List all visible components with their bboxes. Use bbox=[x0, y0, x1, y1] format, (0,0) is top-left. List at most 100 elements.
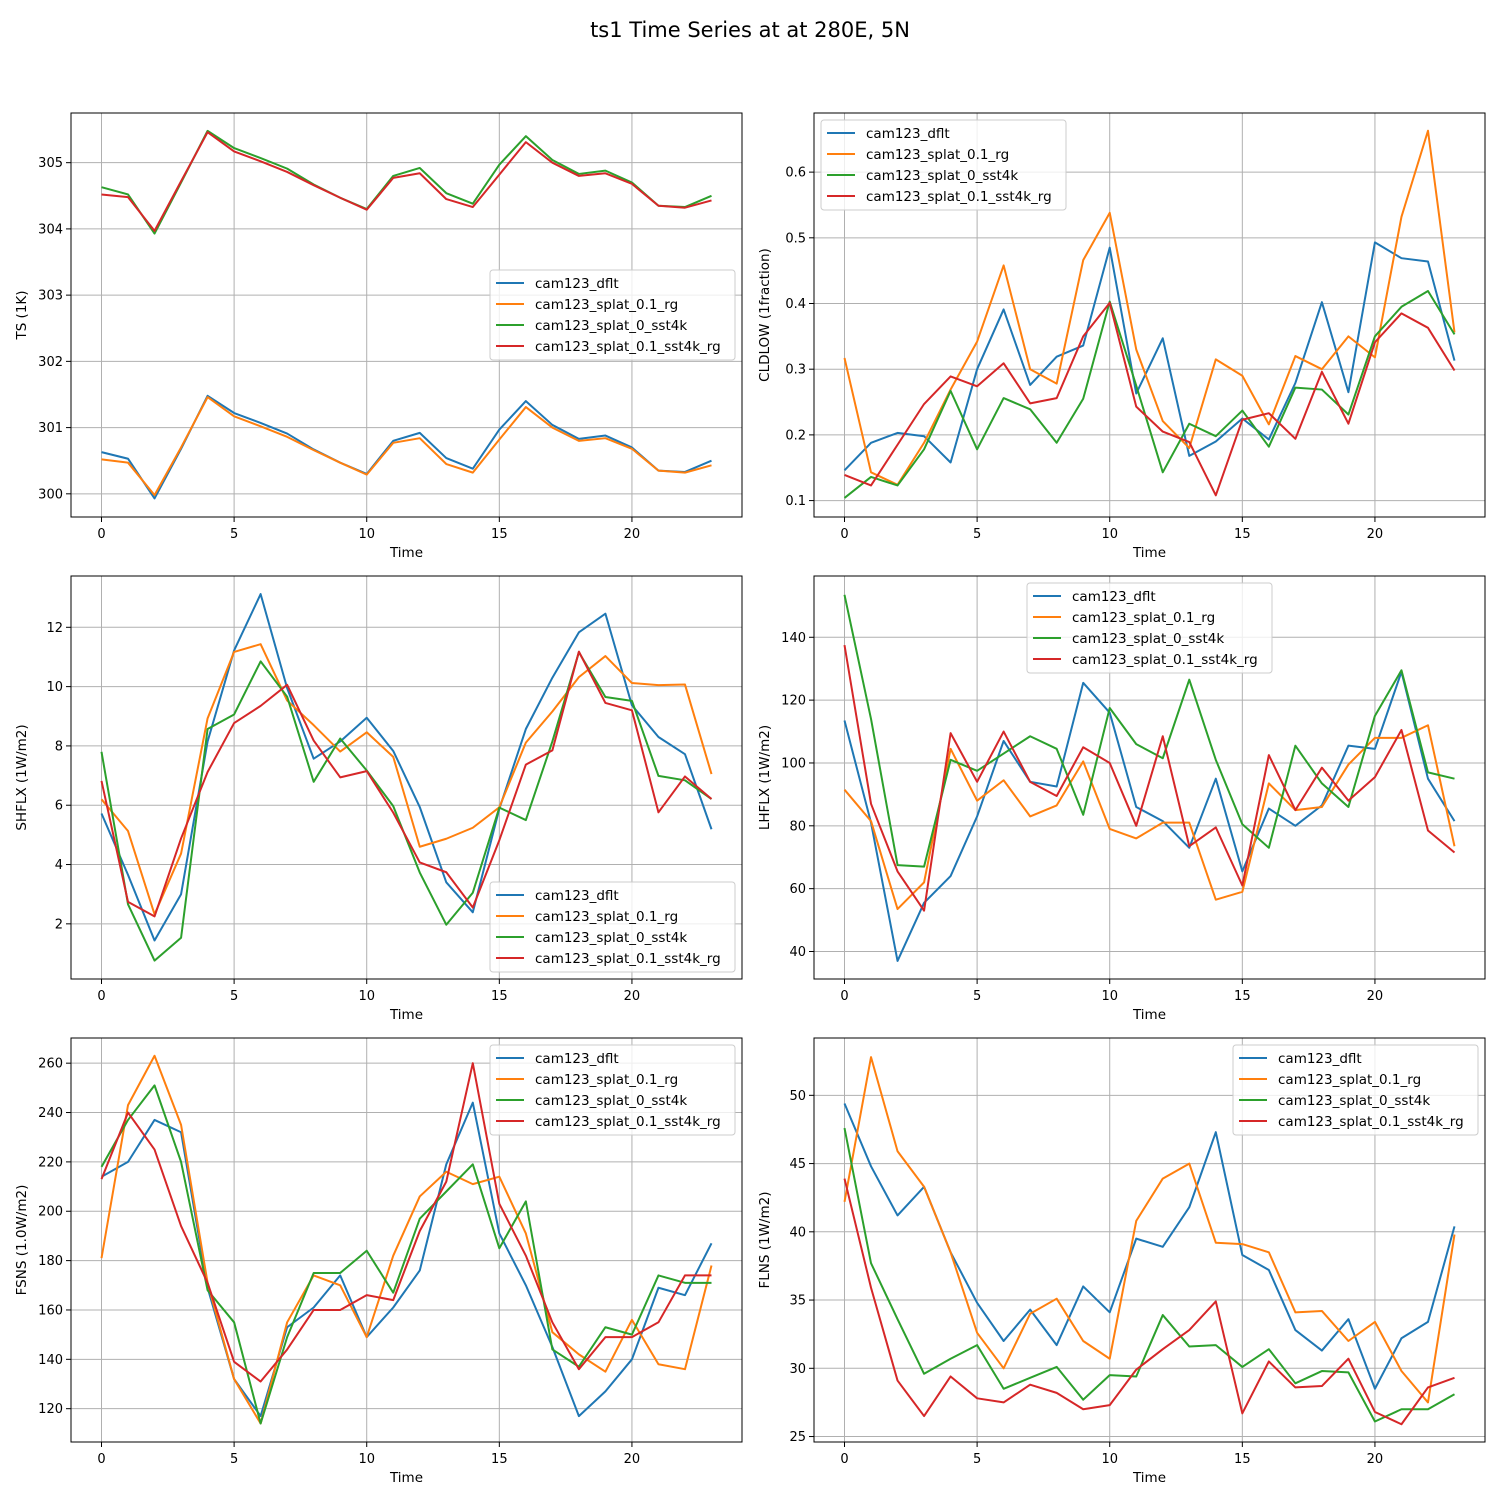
series-group bbox=[101, 129, 712, 500]
x-tick-label: 5 bbox=[973, 989, 981, 1004]
x-tick-label: 5 bbox=[230, 989, 238, 1004]
y-tick-label: 12 bbox=[46, 621, 63, 636]
series-line-cam123_splat_0_sst4k bbox=[843, 594, 1455, 868]
x-tick-label: 20 bbox=[624, 989, 641, 1004]
axes-frame bbox=[70, 112, 743, 518]
chart-panel-1: 0 5 10 15 20 300 301 302 303 304 305 Time TS (1K) cam… bbox=[14, 112, 743, 561]
y-tick-label: 60 bbox=[789, 882, 806, 897]
figure-title: ts1 Time Series at at 280E, 5N bbox=[590, 18, 910, 42]
grid bbox=[71, 1038, 742, 1442]
y-tick-label: 180 bbox=[38, 1254, 63, 1269]
legend-box bbox=[489, 881, 736, 973]
x-tick-label: 5 bbox=[230, 527, 238, 542]
y-tick-label: 50 bbox=[789, 1089, 806, 1104]
legend-label: cam123_splat_0_sst4k bbox=[1072, 631, 1224, 647]
legend-label: cam123_splat_0.1_rg bbox=[1072, 610, 1215, 626]
y-axis-label: TS (1K) bbox=[14, 290, 30, 340]
series-group bbox=[843, 594, 1456, 962]
series-line-cam123_dflt bbox=[843, 670, 1456, 962]
y-tick-label: 140 bbox=[38, 1353, 63, 1368]
y-tick-label: 4 bbox=[55, 858, 63, 873]
chart-panel-6: 0 5 10 15 20 25 30 35 40 45 50 Time FLNS (1W/m2) cam1… bbox=[757, 1037, 1486, 1486]
x-tick-label: 15 bbox=[491, 1452, 508, 1467]
x-axis-label: Time bbox=[389, 1007, 423, 1023]
y-tick-label: 25 bbox=[789, 1430, 806, 1445]
legend-label: cam123_splat_0.1_sst4k_rg bbox=[1072, 652, 1258, 668]
y-tick-label: 35 bbox=[789, 1294, 806, 1309]
y-tick-label: 0.2 bbox=[785, 428, 806, 443]
x-tick-label: 20 bbox=[1367, 1452, 1384, 1467]
legend-label: cam123_splat_0_sst4k bbox=[535, 930, 687, 946]
y-tick-label: 0.6 bbox=[785, 166, 806, 181]
y-axis-label: FSNS (1.0W/m2) bbox=[14, 1185, 30, 1296]
x-tick-label: 15 bbox=[491, 527, 508, 542]
legend-label: cam123_splat_0.1_rg bbox=[535, 909, 678, 925]
legend-label: cam123_dflt bbox=[866, 126, 950, 142]
y-tick-label: 303 bbox=[38, 289, 63, 304]
axes-frame bbox=[813, 1037, 1486, 1443]
y-tick-label: 45 bbox=[789, 1157, 806, 1172]
x-tick-label: 20 bbox=[1367, 989, 1384, 1004]
series-line-cam123_splat_0.1_rg bbox=[101, 396, 712, 497]
y-tick-label: 8 bbox=[55, 739, 63, 754]
legend-box bbox=[489, 269, 736, 361]
x-tick-label: 15 bbox=[1234, 1452, 1251, 1467]
y-tick-label: 80 bbox=[789, 819, 806, 834]
x-tick-label: 20 bbox=[1367, 527, 1384, 542]
x-tick-label: 15 bbox=[1234, 989, 1251, 1004]
x-tick-label: 0 bbox=[97, 989, 105, 1004]
y-axis-label: SHFLX (1W/m2) bbox=[14, 724, 30, 830]
legend-label: cam123_splat_0.1_rg bbox=[535, 1072, 678, 1088]
legend-label: cam123_dflt bbox=[535, 276, 619, 292]
x-tick-label: 0 bbox=[840, 1452, 848, 1467]
series-group bbox=[843, 1056, 1456, 1426]
y-tick-label: 200 bbox=[38, 1205, 63, 1220]
x-tick-label: 10 bbox=[1101, 1452, 1118, 1467]
series-line-cam123_splat_0_sst4k bbox=[100, 1084, 712, 1425]
legend-label: cam123_splat_0.1_sst4k_rg bbox=[535, 339, 721, 355]
series-line-cam123_splat_0.1_sst4k_rg bbox=[100, 650, 713, 918]
x-tick-label: 20 bbox=[624, 527, 641, 542]
x-tick-label: 20 bbox=[624, 1452, 641, 1467]
y-tick-label: 100 bbox=[781, 756, 806, 771]
y-tick-label: 300 bbox=[38, 487, 63, 502]
series-group bbox=[843, 129, 1456, 499]
legend-label: cam123_splat_0.1_rg bbox=[535, 297, 678, 313]
legend: cam123_dflt cam123_splat_0.1_rg cam123_spl… bbox=[1026, 582, 1273, 674]
series-line-cam123_splat_0.1_rg bbox=[100, 1054, 713, 1425]
y-tick-label: 6 bbox=[55, 799, 63, 814]
x-tick-label: 5 bbox=[230, 1452, 238, 1467]
chart-panel-5: 0 5 10 15 20 120 140 160 180 200 220 240 260 Time FSNS… bbox=[14, 1037, 743, 1486]
series-line-cam123_dflt bbox=[101, 394, 712, 500]
series-line-cam123_splat_0.1_rg bbox=[843, 724, 1456, 911]
y-axis-label: CLDLOW (1fraction) bbox=[757, 248, 773, 382]
y-tick-label: 304 bbox=[38, 222, 63, 237]
y-tick-label: 302 bbox=[38, 355, 63, 370]
y-tick-label: 240 bbox=[38, 1106, 63, 1121]
chart-panel-2: 0 5 10 15 20 0.1 0.2 0.3 0.4 0.5 0.6 Time CLDLOW (1f… bbox=[757, 112, 1486, 561]
y-axis-label: FLNS (1W/m2) bbox=[757, 1191, 773, 1288]
x-tick-label: 0 bbox=[97, 527, 105, 542]
chart-panel-3: 0 5 10 15 20 2 4 6 8 10 12 Time SHFLX (1W/m2) cam123_… bbox=[14, 575, 743, 1023]
x-tick-label: 0 bbox=[840, 989, 848, 1004]
y-tick-label: 301 bbox=[38, 421, 63, 436]
x-tick-label: 10 bbox=[358, 989, 375, 1004]
series-line-cam123_splat_0.1_sst4k_rg bbox=[100, 1062, 712, 1383]
legend: cam123_dflt cam123_splat_0.1_rg cam123_spl… bbox=[1232, 1044, 1479, 1136]
legend-label: cam123_splat_0_sst4k bbox=[535, 318, 687, 334]
legend-box bbox=[1232, 1044, 1479, 1136]
x-tick-label: 0 bbox=[840, 527, 848, 542]
legend-label: cam123_splat_0.1_sst4k_rg bbox=[535, 1114, 721, 1130]
y-tick-label: 120 bbox=[38, 1402, 63, 1417]
legend-label: cam123_splat_0.1_rg bbox=[866, 147, 1009, 163]
legend-label: cam123_splat_0_sst4k bbox=[535, 1093, 687, 1109]
x-axis-label: Time bbox=[1132, 1007, 1166, 1023]
axes-frame bbox=[70, 575, 743, 980]
y-tick-label: 10 bbox=[46, 680, 63, 695]
y-tick-label: 40 bbox=[789, 945, 806, 960]
series-line-cam123_splat_0_sst4k bbox=[843, 1127, 1455, 1423]
x-tick-label: 10 bbox=[358, 1452, 375, 1467]
series-group bbox=[100, 1054, 713, 1425]
legend: cam123_dflt cam123_splat_0.1_rg cam123_spl… bbox=[820, 119, 1067, 211]
x-tick-label: 15 bbox=[491, 989, 508, 1004]
